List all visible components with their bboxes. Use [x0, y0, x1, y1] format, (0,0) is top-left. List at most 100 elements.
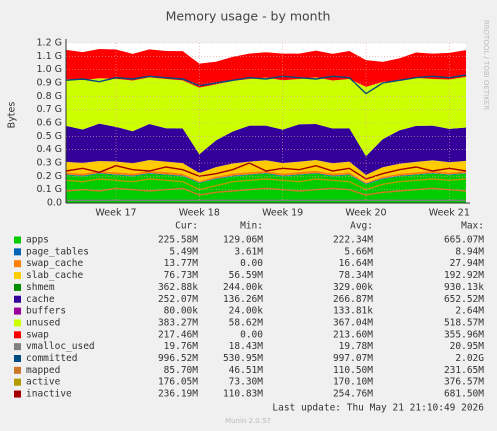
legend-label: cache	[26, 294, 55, 305]
legend-stat: 266.87M	[333, 294, 373, 305]
legend-stat: 20.95M	[450, 341, 485, 352]
chart-title: Memory usage - by month	[166, 9, 331, 24]
legend-label: vmalloc_used	[26, 341, 95, 352]
legend-header: Cur:	[175, 221, 198, 232]
legend-stat: 376.57M	[444, 377, 484, 388]
legend-stat: 236.19M	[158, 389, 198, 400]
y-axis-label: Bytes	[7, 102, 18, 129]
line	[65, 162, 467, 180]
legend-stat: 244.00k	[223, 282, 263, 293]
legend-stat: 652.52M	[444, 294, 484, 305]
legend-stat: 110.50M	[333, 365, 373, 376]
line	[65, 178, 467, 191]
legend-stat: 252.07M	[158, 294, 198, 305]
legend-label: shmem	[26, 282, 55, 293]
area	[66, 173, 466, 185]
legend-swatch	[14, 272, 21, 280]
legend-swatch	[14, 307, 21, 315]
legend-stat: 18.43M	[229, 341, 264, 352]
legend-swatch	[14, 248, 21, 256]
legend-swatch	[14, 343, 21, 351]
y-tick-label: 0.4 G	[37, 144, 63, 155]
legend-stat: 355.96M	[444, 329, 484, 340]
legend-swatch	[14, 295, 21, 303]
legend-stat: 0.00	[240, 329, 263, 340]
y-tick-label: 0.3 G	[37, 158, 63, 169]
legend-stat: 254.76M	[333, 389, 373, 400]
legend-stat: 16.64M	[339, 258, 374, 269]
legend-stat: 225.58M	[158, 235, 198, 246]
x-tick-label: Week 20	[345, 208, 386, 219]
legend-stat: 997.07M	[333, 353, 373, 364]
legend-swatch	[14, 319, 21, 327]
area	[66, 170, 466, 184]
legend-label: inactive	[26, 389, 72, 400]
y-tick-label: 0.8 G	[37, 91, 63, 102]
legend-stat: 681.50M	[444, 389, 484, 400]
legend-stat: 80.00k	[164, 306, 199, 317]
legend-stat: 530.95M	[223, 353, 263, 364]
legend-swatch	[14, 283, 21, 291]
last-update: Last update: Thu May 21 21:10:49 2026	[272, 403, 484, 414]
legend-stat: 930.13k	[444, 282, 484, 293]
legend-stat: 78.34M	[339, 270, 374, 281]
legend-stat: 8.94M	[455, 246, 484, 257]
legend-stat: 58.62M	[229, 317, 264, 328]
legend-stat: 19.78M	[339, 341, 374, 352]
legend-swatch	[14, 366, 21, 374]
legend-stat: 170.10M	[333, 377, 373, 388]
legend-stat: 996.52M	[158, 353, 198, 364]
legend-header: Min:	[240, 221, 263, 232]
x-tick-label: Week 21	[429, 208, 470, 219]
y-tick-label: 1.0 G	[37, 64, 63, 75]
y-tick-label: 0.1 G	[37, 184, 63, 195]
legend-stat: 5.66M	[344, 246, 373, 257]
legend-stat: 85.70M	[164, 365, 199, 376]
y-tick-label: 0.2 G	[37, 171, 63, 182]
legend-label: page_tables	[26, 246, 89, 257]
legend-stat: 367.04M	[333, 317, 373, 328]
legend-label: active	[26, 377, 61, 388]
legend-swatch	[14, 390, 21, 398]
legend-stat: 110.83M	[223, 389, 263, 400]
legend-stat: 136.26M	[223, 294, 263, 305]
line	[65, 74, 467, 95]
y-tick-label: 0.5 G	[37, 131, 63, 142]
legend-stat: 231.65M	[444, 365, 484, 376]
legend-header: Max:	[461, 221, 484, 232]
legend-stat: 665.07M	[444, 235, 484, 246]
legend-stat: 222.34M	[333, 235, 373, 246]
legend-stat: 0.00	[240, 258, 263, 269]
x-tick-label: Week 17	[95, 208, 136, 219]
legend-stat: 133.81k	[333, 306, 373, 317]
y-tick-label: 0.9 G	[37, 78, 63, 89]
legend-label: buffers	[26, 306, 66, 317]
legend-stat: 192.92M	[444, 270, 484, 281]
x-tick-label: Week 18	[179, 208, 220, 219]
legend-swatch	[14, 355, 21, 362]
legend-label: unused	[26, 317, 60, 328]
legend-stat: 213.60M	[333, 329, 373, 340]
y-tick-label: 0.7 G	[37, 104, 63, 115]
legend-stat: 24.00k	[229, 306, 264, 317]
legend-stat: 217.46M	[158, 329, 198, 340]
legend-label: committed	[26, 353, 77, 364]
legend-label: apps	[26, 235, 49, 246]
legend-stat: 362.88k	[158, 282, 198, 293]
side-text: RRDTOOL / TOBI OETIKER	[482, 20, 490, 110]
legend-stat: 518.57M	[444, 317, 484, 328]
legend-label: mapped	[26, 365, 60, 376]
legend-stat: 73.30M	[229, 377, 264, 388]
legend-stat: 2.64M	[455, 306, 484, 317]
legend-stat: 329.00k	[333, 282, 373, 293]
y-tick-label: 0.0	[47, 198, 62, 209]
legend-stat: 56.59M	[229, 270, 264, 281]
version: Munin 2.0.57	[225, 417, 271, 425]
x-tick-label: Week 19	[262, 208, 303, 219]
legend-stat: 13.77M	[164, 258, 199, 269]
legend-stat: 46.51M	[229, 365, 264, 376]
legend-stat: 3.61M	[234, 246, 263, 257]
legend-swatch	[14, 331, 21, 339]
legend-label: slab_cache	[26, 270, 83, 281]
